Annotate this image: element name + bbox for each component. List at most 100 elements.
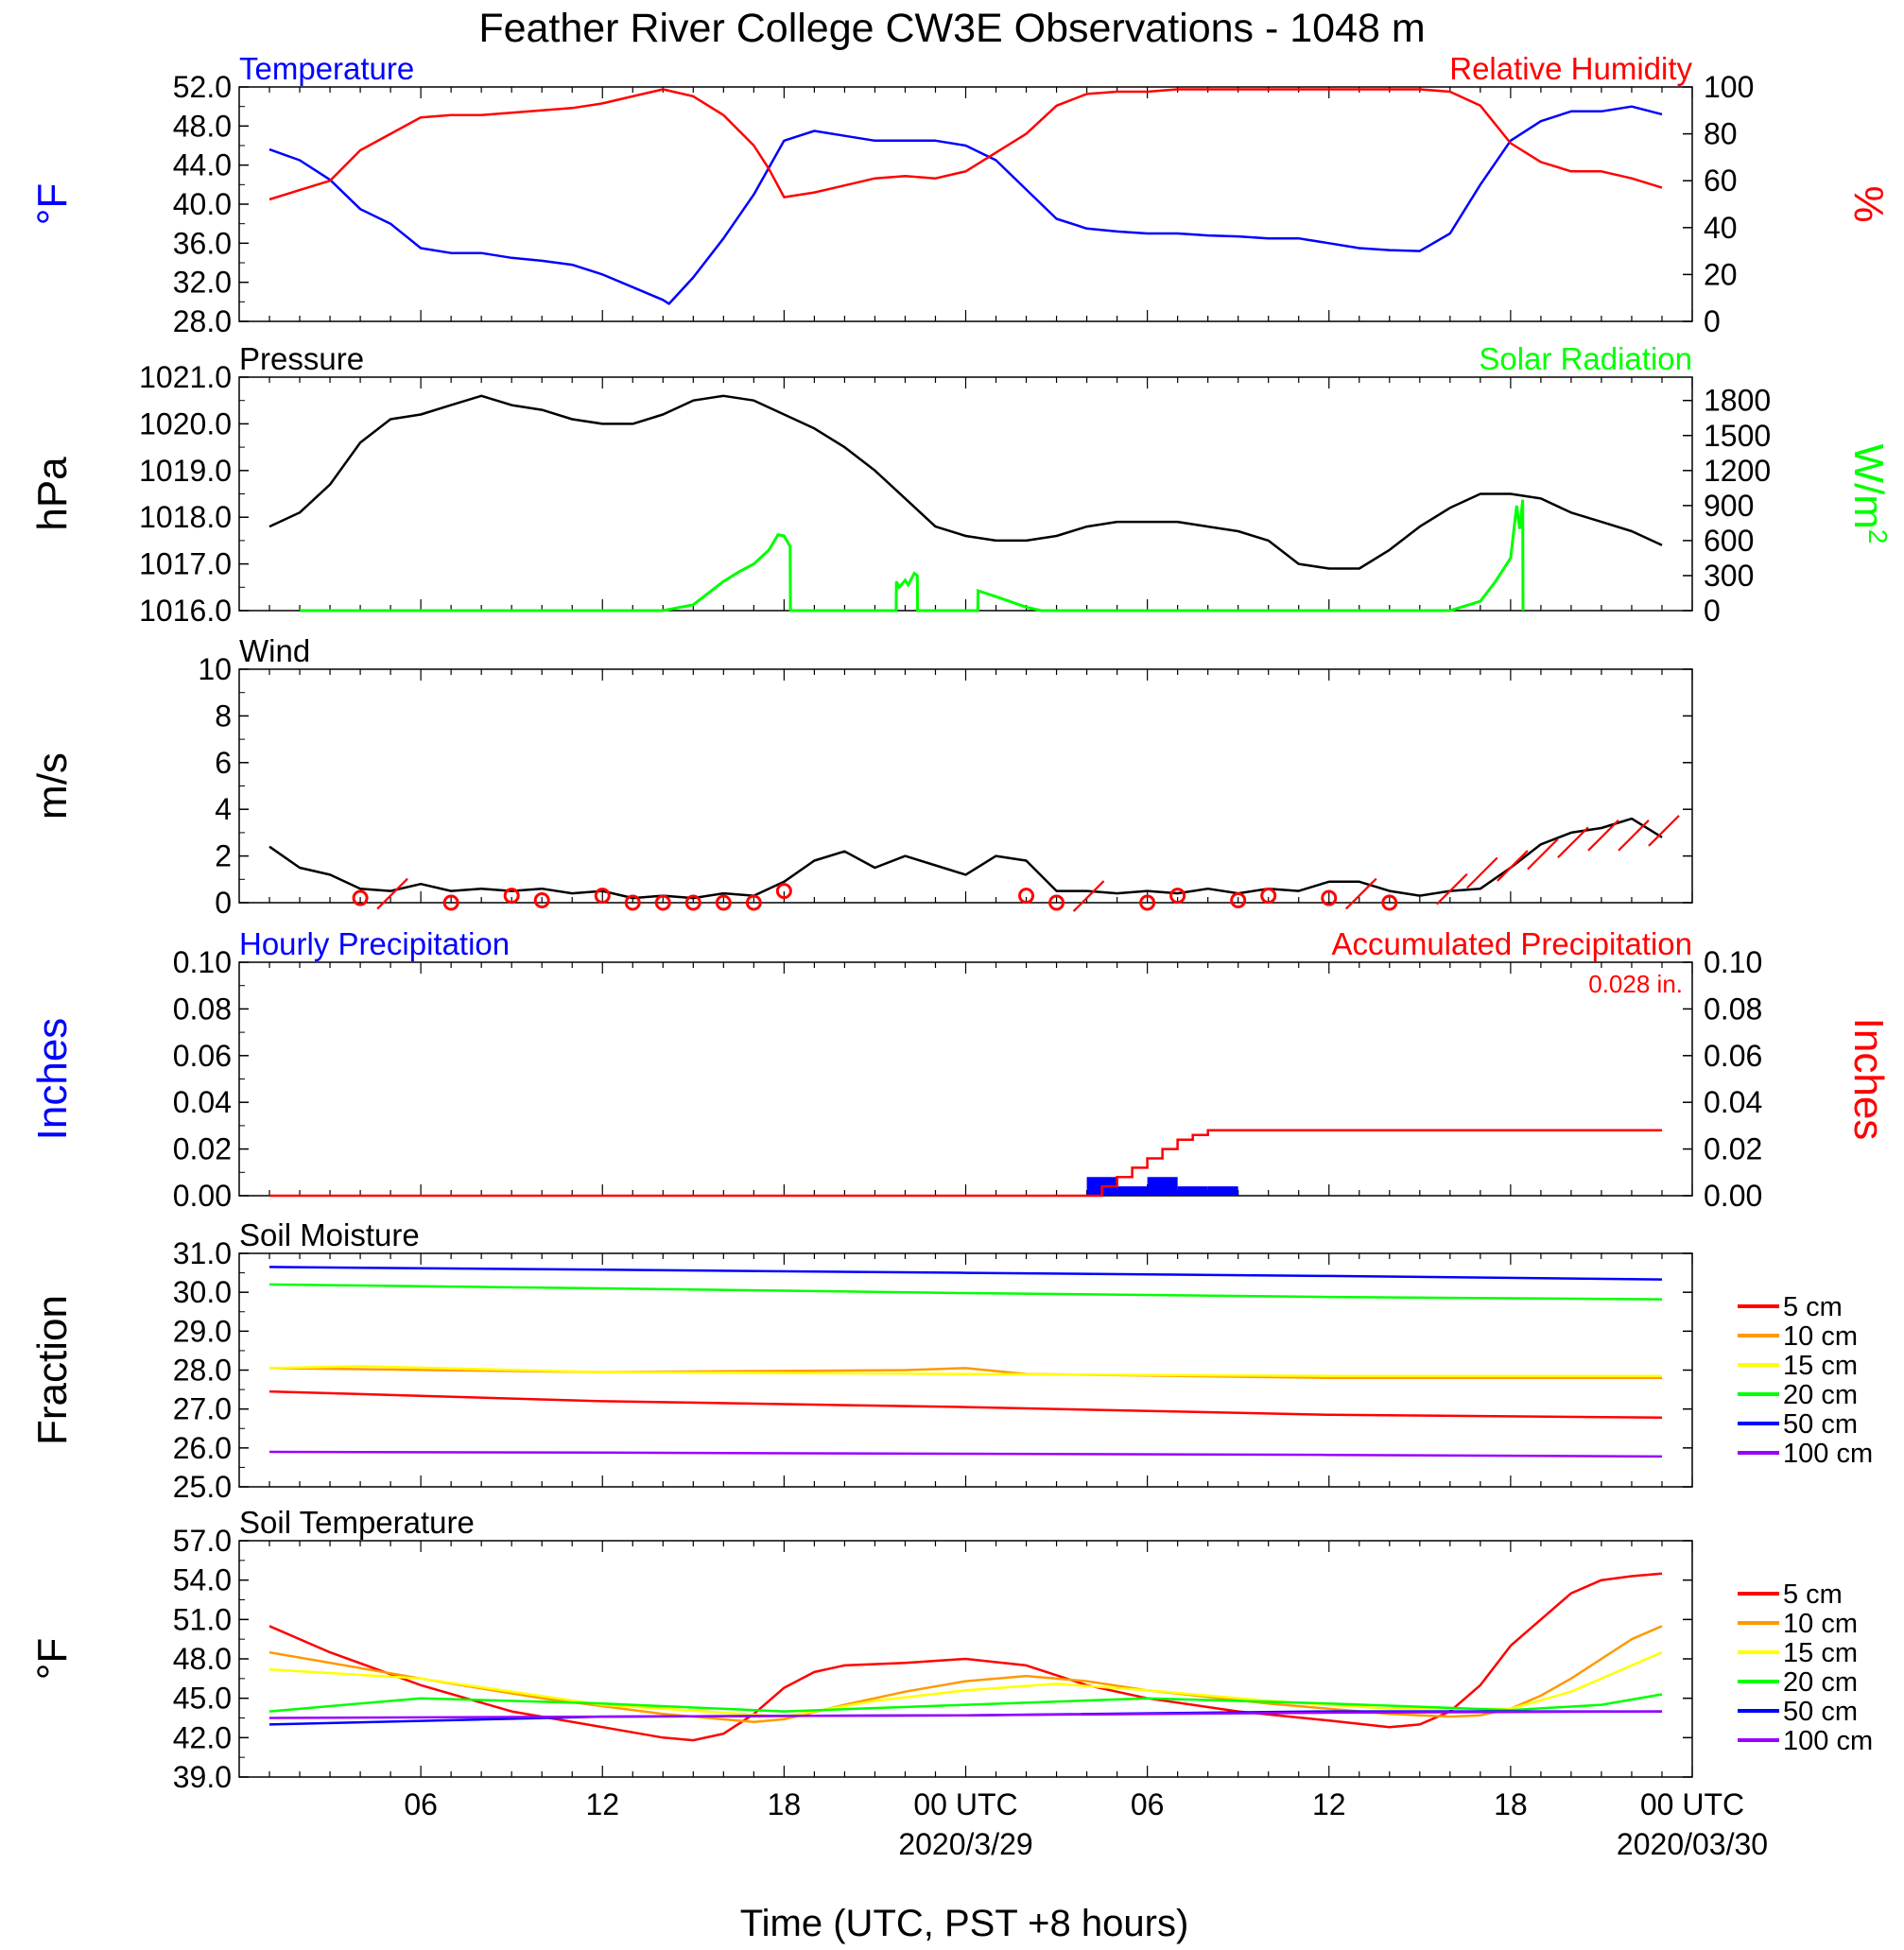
legend-label: 100 cm bbox=[1783, 1726, 1873, 1756]
x-tick-date-label: 2020/3/29 bbox=[898, 1827, 1032, 1861]
y-tick-label-right: 0.10 bbox=[1704, 945, 1762, 979]
x-tick-label: 06 bbox=[1131, 1787, 1165, 1821]
wind-barb bbox=[1587, 820, 1619, 852]
wind-barb bbox=[1072, 880, 1105, 912]
wind-calm-marker bbox=[1230, 892, 1247, 909]
y-tick-label-left: 4 bbox=[215, 792, 232, 826]
y-axis-label-left: hPa bbox=[29, 457, 76, 531]
y-tick-label-left: 0.04 bbox=[173, 1085, 232, 1119]
y-tick-label-right: 0 bbox=[1704, 304, 1721, 338]
hourly-precip-bar bbox=[1147, 1177, 1178, 1196]
series-relative-humidity bbox=[268, 88, 1663, 201]
y-axis-label-left: m/s bbox=[29, 752, 76, 820]
y-tick-label-left: 6 bbox=[215, 746, 232, 780]
y-axis-label-left: Fraction bbox=[29, 1295, 76, 1445]
y-tick-label-right: 0.08 bbox=[1704, 992, 1762, 1026]
y-tick-label-left: 28.0 bbox=[173, 304, 232, 338]
legend-label: 100 cm bbox=[1783, 1439, 1873, 1469]
panel-title-right: Relative Humidity bbox=[1449, 51, 1692, 86]
y-tick-label-right: 300 bbox=[1704, 559, 1754, 593]
panel-title-right: Solar Radiation bbox=[1479, 341, 1692, 376]
y-tick-label-left: 44.0 bbox=[173, 148, 232, 182]
panel-title-left: Soil Temperature bbox=[239, 1505, 475, 1540]
panel-2: Pressure Solar Radiation 1021.0 1020.0 1019.… bbox=[29, 341, 1894, 628]
legend-label: 20 cm bbox=[1783, 1380, 1858, 1410]
wind-calm-marker bbox=[594, 888, 611, 905]
y-tick-label-right: 600 bbox=[1704, 524, 1754, 558]
legend-label: 50 cm bbox=[1783, 1697, 1858, 1727]
y-tick-label-right: 20 bbox=[1704, 257, 1738, 291]
panel-frame bbox=[238, 376, 1693, 612]
y-tick-label-right: 0.04 bbox=[1704, 1085, 1762, 1119]
y-tick-label-left: 0.02 bbox=[173, 1132, 232, 1166]
series-10-cm bbox=[268, 1625, 1663, 1723]
wind-calm-marker bbox=[624, 894, 641, 911]
x-tick-date-label: 2020/03/30 bbox=[1617, 1827, 1768, 1861]
panel-frame bbox=[238, 961, 1693, 1197]
wind-calm-marker bbox=[533, 892, 550, 909]
legend-label: 5 cm bbox=[1783, 1579, 1843, 1610]
y-tick-label-left: 1019.0 bbox=[139, 454, 232, 488]
wind-barb bbox=[1436, 872, 1468, 906]
y-tick-label-left: 25.0 bbox=[173, 1470, 232, 1504]
y-tick-label-left: 39.0 bbox=[173, 1760, 232, 1794]
series-100-cm bbox=[268, 1710, 1663, 1719]
y-tick-label-right: 900 bbox=[1704, 489, 1754, 523]
y-tick-label-right: 40 bbox=[1704, 211, 1738, 245]
x-axis-label: Time (UTC, PST +8 hours) bbox=[740, 1903, 1189, 1944]
y-tick-label-right: 0.02 bbox=[1704, 1132, 1762, 1166]
series-wind bbox=[268, 817, 1663, 900]
y-tick-label-left: 40.0 bbox=[173, 187, 232, 221]
y-tick-label-left: 31.0 bbox=[173, 1236, 232, 1270]
y-tick-label-right: 0.06 bbox=[1704, 1039, 1762, 1073]
x-tick-label: 00 UTC bbox=[1640, 1787, 1744, 1821]
y-tick-label-left: 8 bbox=[215, 699, 232, 733]
y-tick-label-right: 1500 bbox=[1704, 419, 1771, 453]
series-100-cm bbox=[268, 1450, 1663, 1458]
series-temperature bbox=[268, 105, 1663, 305]
y-tick-label-left: 54.0 bbox=[173, 1563, 232, 1597]
legend-label: 10 cm bbox=[1783, 1609, 1858, 1639]
wind-calm-marker bbox=[715, 894, 732, 911]
wind-calm-marker bbox=[654, 894, 671, 911]
x-tick-label: 18 bbox=[768, 1787, 802, 1821]
y-tick-label-left: 0.06 bbox=[173, 1039, 232, 1073]
y-tick-label-left: 0.08 bbox=[173, 992, 232, 1026]
y-axis-label-right: % bbox=[1845, 185, 1892, 222]
panel-1: Temperature Relative Humidity 52.0 48.0 44.0… bbox=[29, 51, 1892, 338]
series-50-cm bbox=[268, 1266, 1663, 1281]
series-5-cm bbox=[268, 1572, 1663, 1742]
y-tick-label-right: 0 bbox=[1704, 594, 1721, 628]
y-tick-label-left: 0 bbox=[215, 886, 232, 920]
wind-barb bbox=[1497, 850, 1529, 882]
y-tick-label-left: 42.0 bbox=[173, 1720, 232, 1754]
wind-barb bbox=[1648, 815, 1680, 847]
series-5-cm bbox=[268, 1389, 1663, 1419]
panel-frame bbox=[238, 668, 1693, 904]
x-tick-label: 12 bbox=[585, 1787, 619, 1821]
y-tick-label-left: 1021.0 bbox=[139, 360, 232, 394]
y-tick-label-right: 60 bbox=[1704, 164, 1738, 198]
x-tick-label: 12 bbox=[1312, 1787, 1346, 1821]
series-15-cm bbox=[268, 1650, 1663, 1718]
y-tick-label-left: 45.0 bbox=[173, 1682, 232, 1716]
wind-calm-marker bbox=[1381, 894, 1398, 911]
wind-barb bbox=[1466, 856, 1498, 889]
wind-barb bbox=[1618, 820, 1650, 852]
wind-calm-marker bbox=[775, 883, 792, 900]
legend-label: 15 cm bbox=[1783, 1638, 1858, 1668]
legend-label: 10 cm bbox=[1783, 1321, 1858, 1352]
legend-label: 15 cm bbox=[1783, 1351, 1858, 1381]
panel-title-left: Soil Moisture bbox=[239, 1217, 420, 1252]
y-tick-label-left: 30.0 bbox=[173, 1275, 232, 1309]
panel-title-left: Temperature bbox=[239, 51, 414, 86]
legend-label: 50 cm bbox=[1783, 1409, 1858, 1440]
y-axis-label-right: Inches bbox=[1845, 1018, 1892, 1141]
wind-barb bbox=[1527, 837, 1559, 871]
y-tick-label-left: 0.10 bbox=[173, 945, 232, 979]
y-axis-label-left: Inches bbox=[29, 1018, 76, 1141]
y-axis-label-left: °F bbox=[29, 1638, 76, 1680]
